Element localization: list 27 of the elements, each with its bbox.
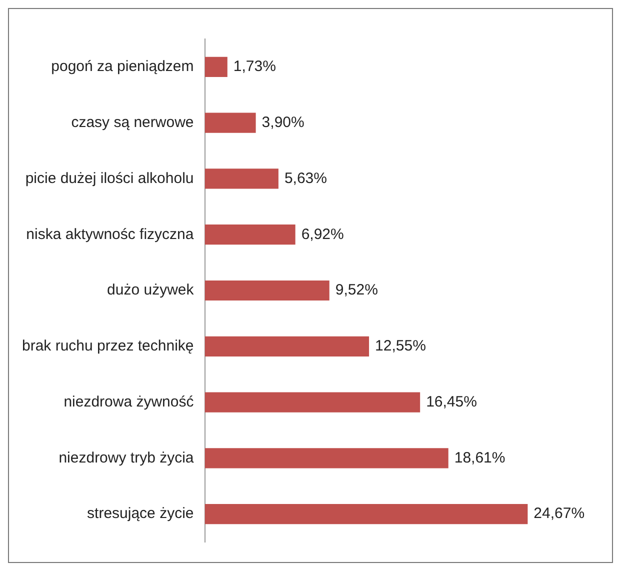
- y-tick-label: czasy są nerwowe: [71, 114, 194, 131]
- y-tick-label: dużo używek: [107, 282, 194, 299]
- data-label: 9,52%: [335, 282, 378, 299]
- y-tick-label: brak ruchu przez technikę: [22, 338, 194, 355]
- data-label: 5,63%: [284, 170, 327, 187]
- bar: [204, 448, 448, 468]
- bar: [204, 168, 278, 189]
- y-tick-label: niska aktywnośc fizyczna: [26, 226, 194, 243]
- bar: [204, 336, 370, 356]
- bar: [204, 280, 330, 301]
- bar: [204, 56, 228, 78]
- data-label: 24,67%: [534, 505, 585, 522]
- y-tick-label: stresujące życie: [87, 505, 194, 522]
- y-tick-label: niezdrowy tryb życia: [58, 449, 194, 466]
- data-label: 12,55%: [375, 338, 426, 355]
- data-label: 16,45%: [426, 393, 477, 410]
- data-label: 3,90%: [262, 114, 304, 131]
- bar: [204, 112, 256, 133]
- bar: [204, 224, 296, 245]
- data-label: 6,92%: [301, 226, 344, 243]
- data-label: 18,61%: [454, 449, 506, 466]
- y-tick-label: pogoń za pieniądzem: [51, 58, 194, 76]
- y-tick-label: picie dużej ilości alkoholu: [25, 170, 194, 187]
- data-label: 1,73%: [233, 58, 276, 76]
- y-tick-label: niezdrowa żywność: [64, 393, 194, 410]
- bar: [204, 392, 420, 412]
- bar: [204, 504, 528, 524]
